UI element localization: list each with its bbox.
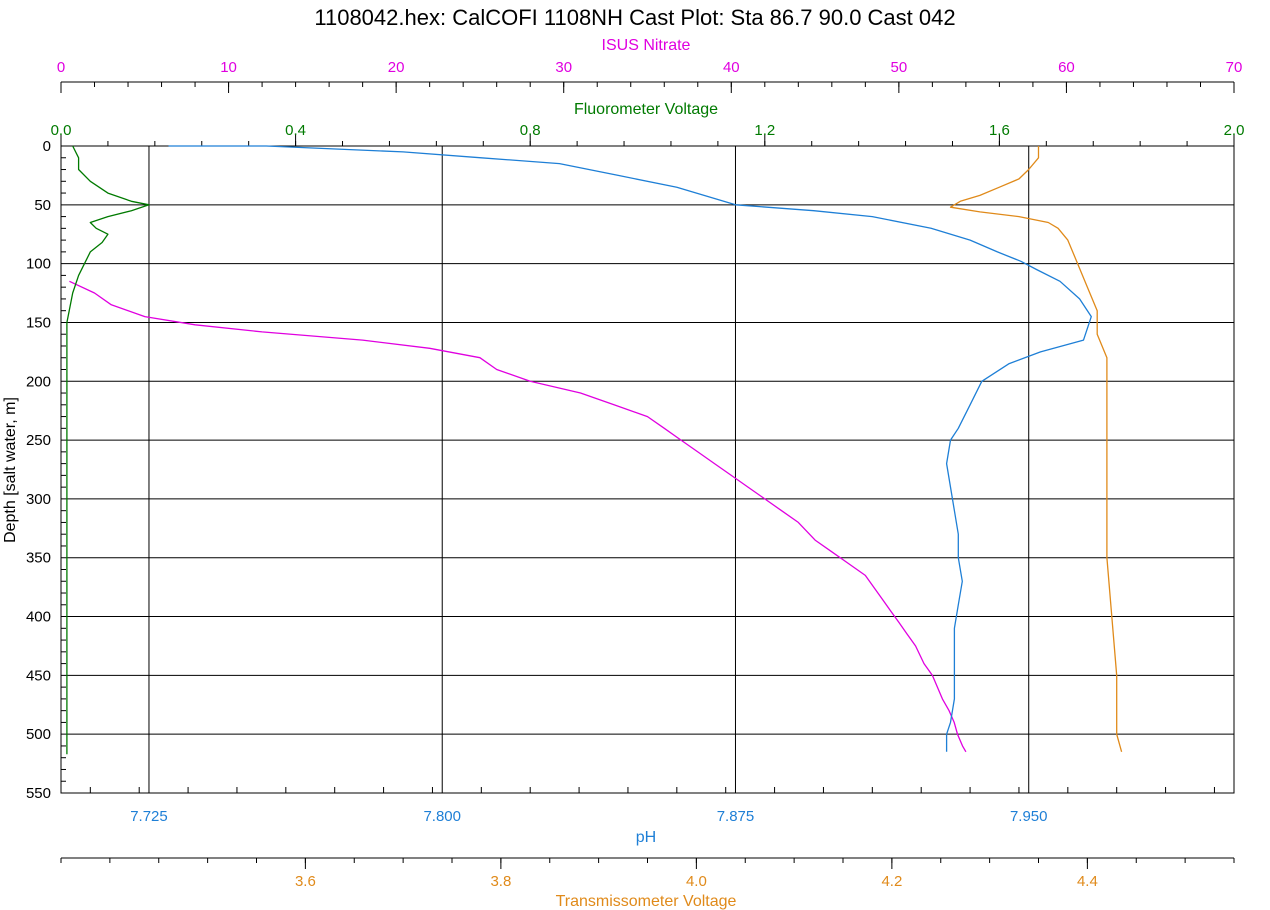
nitrate-tick-label: 20 <box>388 59 405 76</box>
transmissometer-axis: 3.6 3.8 4.0 4.2 4.4 <box>60 857 1235 890</box>
ph-tick-label: 7.725 <box>130 808 168 825</box>
depth-tick-label: 350 <box>26 550 51 567</box>
depth-axis: 0 50 100 150 200 250 300 350 400 450 500 550 <box>26 138 66 802</box>
depth-tick-label: 550 <box>26 785 51 802</box>
depth-tick-label: 200 <box>26 373 51 390</box>
depth-tick-label: 50 <box>34 197 51 214</box>
ph-tick-label: 7.800 <box>423 808 461 825</box>
fluorometer-axis-title: Fluorometer Voltage <box>574 101 718 118</box>
fluorometer-series-line <box>66 145 150 755</box>
transmissometer-axis-title: Transmissometer Voltage <box>556 893 737 910</box>
nitrate-tick-label: 0 <box>57 59 65 76</box>
nitrate-series-line <box>69 280 967 753</box>
depth-tick-label: 500 <box>26 726 51 743</box>
transmissometer-tick-label: 4.2 <box>881 873 902 890</box>
nitrate-tick-label: 30 <box>555 59 572 76</box>
depth-tick-label: 0 <box>43 138 51 155</box>
depth-tick-label: 450 <box>26 667 51 684</box>
depth-tick-label: 250 <box>26 432 51 449</box>
depth-tick-label: 100 <box>26 256 51 273</box>
chart-grid <box>61 146 1234 793</box>
fluorometer-tick-label: 1.2 <box>754 122 775 139</box>
nitrate-axis-title: ISUS Nitrate <box>602 37 691 54</box>
ph-series-line <box>168 145 1092 752</box>
nitrate-tick-label: 50 <box>891 59 908 76</box>
ph-axis: 7.725 7.800 7.875 7.950 <box>89 787 1215 825</box>
depth-tick-label: 400 <box>26 609 51 626</box>
ph-tick-label: 7.950 <box>1010 808 1048 825</box>
chart-title: 1108042.hex: CalCOFI 1108NH Cast Plot: S… <box>314 5 955 30</box>
fluorometer-tick-label: 2.0 <box>1224 122 1245 139</box>
ph-tick-label: 7.875 <box>717 808 755 825</box>
nitrate-tick-label: 70 <box>1226 59 1243 76</box>
depth-tick-label: 300 <box>26 491 51 508</box>
nitrate-axis: 0 10 20 30 40 50 60 70 <box>57 59 1243 93</box>
fluorometer-tick-label: 0.0 <box>51 122 72 139</box>
fluorometer-tick-label: 0.8 <box>520 122 541 139</box>
transmissometer-tick-label: 4.4 <box>1077 873 1098 890</box>
nitrate-tick-label: 40 <box>723 59 740 76</box>
depth-tick-label: 150 <box>26 314 51 331</box>
fluorometer-axis: 0.0 0.4 0.8 1.2 1.6 2.0 <box>51 122 1245 147</box>
transmissometer-tick-label: 3.8 <box>490 873 511 890</box>
nitrate-tick-label: 60 <box>1058 59 1075 76</box>
transmissometer-tick-label: 4.0 <box>686 873 707 890</box>
fluorometer-tick-label: 0.4 <box>285 122 306 139</box>
plot-area-frame <box>60 145 1235 794</box>
series-layer <box>66 145 1123 755</box>
depth-axis-title: Depth [salt water, m] <box>2 397 19 543</box>
ph-axis-title: pH <box>636 829 656 846</box>
transmissometer-series-line <box>949 146 1123 752</box>
fluorometer-tick-label: 1.6 <box>989 122 1010 139</box>
transmissometer-tick-label: 3.6 <box>295 873 316 890</box>
nitrate-tick-label: 10 <box>220 59 237 76</box>
